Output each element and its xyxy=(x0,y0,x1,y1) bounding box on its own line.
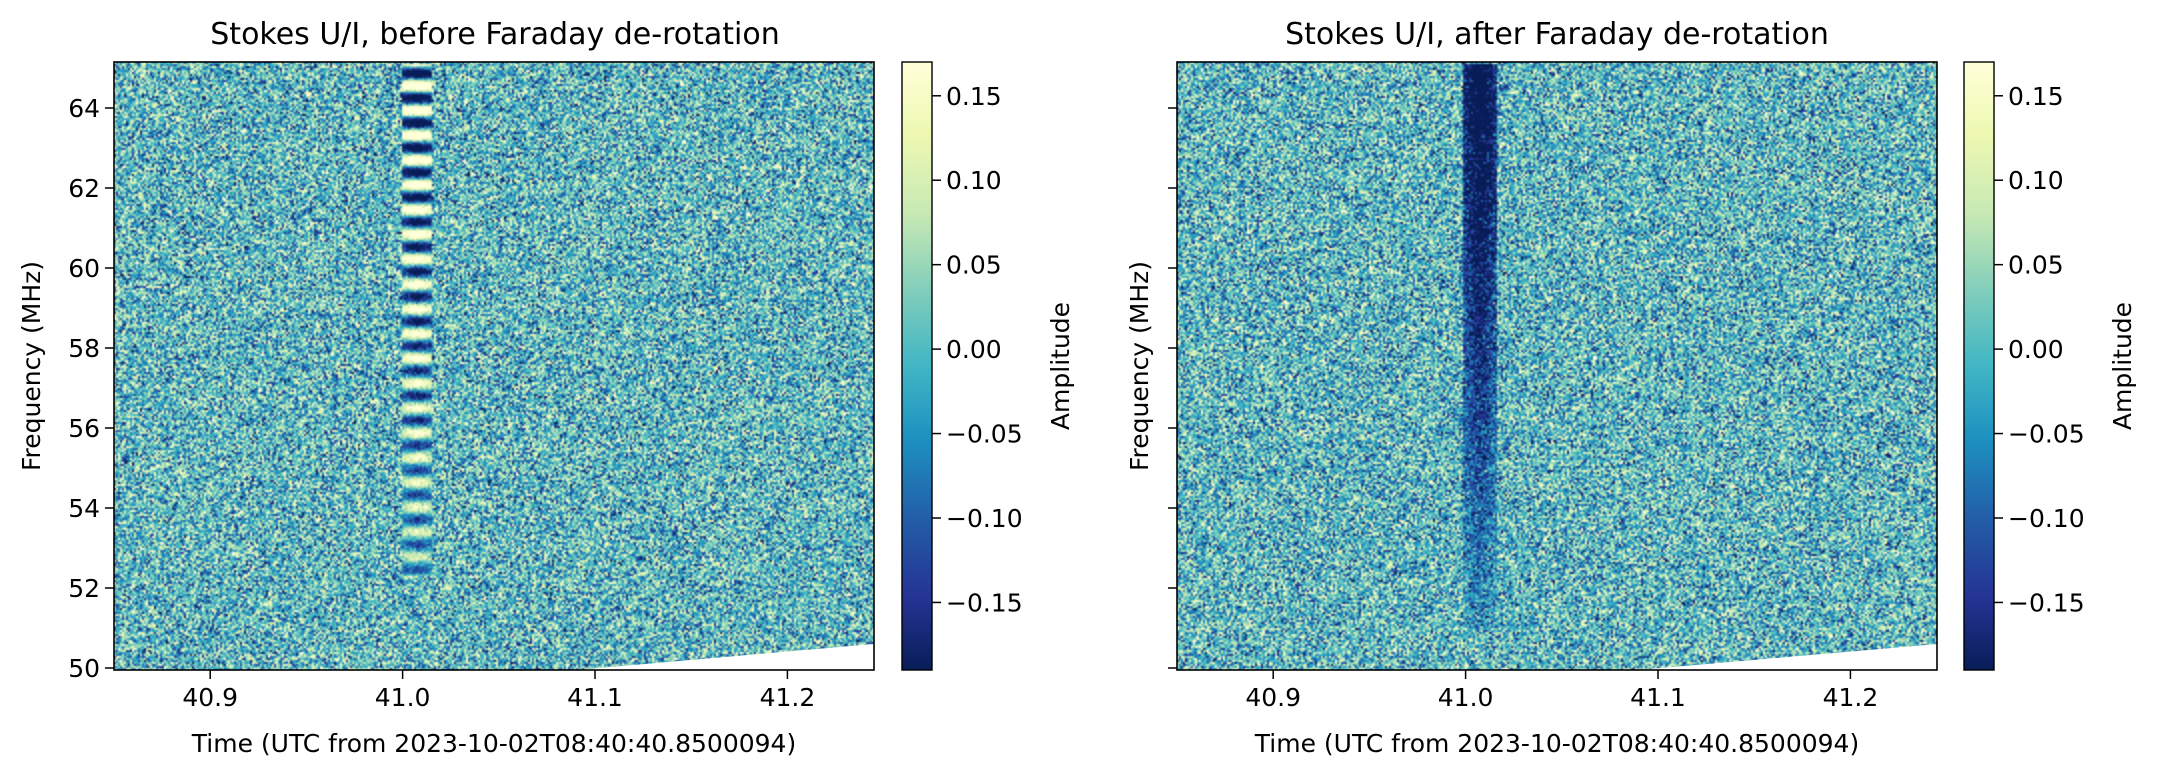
colorbar-tick-label: −0.05 xyxy=(2008,420,2085,449)
colorbar-axis-after: −0.15 −0.10 −0.05 0.00 0.05 0.10 0.15 xyxy=(1994,82,2085,617)
x-axis-before: 40.9 41.0 41.1 41.2 xyxy=(182,670,815,712)
x-tick-label: 41.1 xyxy=(567,683,623,712)
no-data-wedge-before xyxy=(575,644,874,670)
no-data-wedge-after xyxy=(1638,644,1937,670)
y-tick-label: 64 xyxy=(68,94,100,123)
y-tick-label: 50 xyxy=(68,654,100,683)
heatmap-image-after xyxy=(1177,62,1937,670)
x-tick-label: 41.2 xyxy=(1823,683,1879,712)
y-tick-label: 62 xyxy=(68,174,100,203)
colorbar-label-after: Amplitude xyxy=(2108,302,2137,430)
x-tick-label: 41.0 xyxy=(375,683,431,712)
y-tick-label: 56 xyxy=(68,414,100,443)
colorbar-axis-before: −0.15 −0.10 −0.05 0.00 0.05 0.10 0.15 xyxy=(932,82,1023,617)
panel-after: Stokes U/I, after Faraday de-rotation 40… xyxy=(1125,17,2137,758)
colorbar-tick-label: 0.10 xyxy=(946,166,1002,195)
chart-title-after: Stokes U/I, after Faraday de-rotation xyxy=(1285,17,1829,52)
y-axis-label-after: Frequency (MHz) xyxy=(1125,261,1154,471)
colorbar-tick-label: 0.00 xyxy=(2008,335,2064,364)
no-data-region xyxy=(1638,644,1937,670)
x-axis-after: 40.9 41.0 41.1 41.2 xyxy=(1245,670,1878,712)
colorbar-tick-label: 0.15 xyxy=(946,82,1002,111)
colorbar-tick-label: −0.10 xyxy=(946,504,1023,533)
colorbar-tick-label: 0.05 xyxy=(946,251,1002,280)
x-tick-label: 40.9 xyxy=(182,683,238,712)
no-data-region xyxy=(575,644,874,670)
y-axis-label-before: Frequency (MHz) xyxy=(17,261,46,471)
panel-before: Stokes U/I, before Faraday de-rotation 4… xyxy=(17,17,1075,758)
x-tick-label: 41.0 xyxy=(1438,683,1494,712)
chart-title-before: Stokes U/I, before Faraday de-rotation xyxy=(210,17,779,52)
x-tick-label: 41.1 xyxy=(1630,683,1686,712)
plot-frame-after xyxy=(1176,61,1938,671)
y-tick-label: 58 xyxy=(68,334,100,363)
colorbar-tick-label: −0.15 xyxy=(2008,588,2085,617)
x-tick-label: 41.2 xyxy=(760,683,816,712)
y-axis-after xyxy=(1168,107,1177,669)
colorbar-tick-label: −0.10 xyxy=(2008,504,2085,533)
y-tick-label: 60 xyxy=(68,254,100,283)
colorbar-tick-label: −0.15 xyxy=(946,588,1023,617)
colorbar-tick-label: −0.05 xyxy=(946,420,1023,449)
x-axis-label-before: Time (UTC from 2023-10-02T08:40:40.85000… xyxy=(191,729,796,758)
x-tick-label: 40.9 xyxy=(1245,683,1301,712)
y-axis-before: 50 52 54 56 58 60 62 64 xyxy=(68,94,114,683)
y-tick-label: 52 xyxy=(68,574,100,603)
colorbar-tick-label: 0.05 xyxy=(2008,251,2064,280)
x-axis-label-after: Time (UTC from 2023-10-02T08:40:40.85000… xyxy=(1254,729,1859,758)
colorbar-tick-label: 0.00 xyxy=(946,335,1002,364)
heatmap-image-before xyxy=(114,62,874,670)
y-tick-label: 54 xyxy=(68,494,100,523)
colorbar-tick-label: 0.10 xyxy=(2008,166,2064,195)
colorbar-after xyxy=(1963,61,1995,671)
plot-frame-before xyxy=(113,61,875,671)
colorbar-label-before: Amplitude xyxy=(1046,302,1075,430)
colorbar-before xyxy=(901,61,933,671)
colorbar-tick-label: 0.15 xyxy=(2008,82,2064,111)
